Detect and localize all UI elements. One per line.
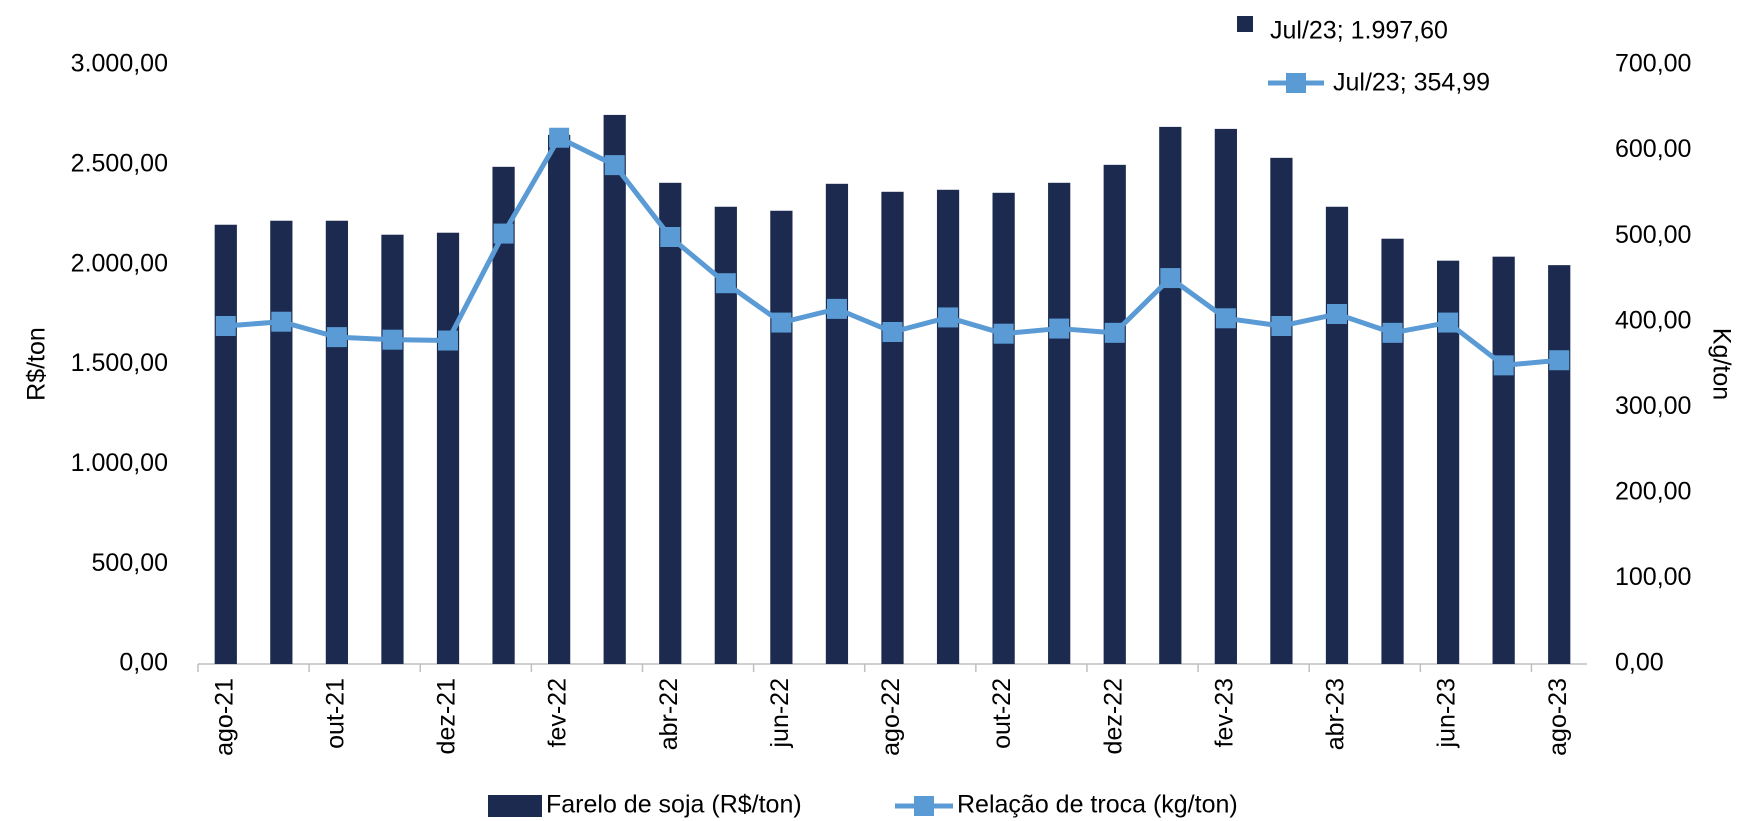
bar [825, 183, 849, 664]
bar [770, 210, 793, 665]
x-tick-label: fev-22 [544, 678, 572, 747]
y-tick-label: 2.000,00 [71, 249, 168, 277]
bar [1103, 164, 1126, 665]
line-marker [1493, 355, 1514, 376]
line-marker [1326, 304, 1347, 325]
line-marker [826, 298, 847, 319]
x-tick-label: ago-23 [1544, 678, 1572, 756]
y2-tick-label: 700,00 [1615, 50, 1691, 78]
x-tick-label: ago-22 [877, 678, 905, 756]
annotation-icon [1286, 73, 1306, 93]
bar [325, 220, 349, 665]
annotation: Jul/23; 354,99 [1333, 69, 1490, 97]
line-marker [715, 273, 736, 294]
line-marker [1104, 322, 1125, 343]
annotation: Jul/23; 1.997,60 [1270, 17, 1448, 45]
line-marker [1438, 312, 1459, 333]
y-tick-label: 3.000,00 [71, 50, 168, 78]
line-marker [771, 312, 792, 333]
line-marker [660, 226, 681, 247]
line-marker [938, 307, 959, 328]
y2-tick-label: 100,00 [1615, 563, 1691, 591]
x-tick-label: jun-23 [1433, 678, 1461, 749]
legend-swatch [914, 796, 934, 816]
x-tick-label: abr-23 [1322, 678, 1350, 750]
bar [1270, 157, 1293, 664]
bar [1214, 128, 1237, 665]
line-marker [1049, 318, 1070, 339]
y-tick-label: 2.500,00 [71, 149, 168, 177]
line-marker [493, 223, 514, 244]
legend-label: Relação de troca (kg/ton) [957, 791, 1238, 819]
legend-swatch [488, 795, 542, 817]
line-marker [271, 311, 292, 332]
x-tick-label: out-21 [322, 678, 350, 749]
x-tick-label: dez-21 [433, 678, 461, 754]
line-marker [1215, 308, 1236, 329]
bar [436, 232, 460, 664]
line-marker [604, 155, 625, 176]
bar [881, 191, 904, 664]
x-tick-label: jun-22 [766, 678, 794, 749]
y2-tick-label: 300,00 [1615, 392, 1691, 420]
bar [992, 192, 1015, 664]
bar [603, 114, 626, 664]
y2-tick-label: 0,00 [1615, 649, 1664, 677]
bar [548, 134, 571, 665]
legend-label: Farelo de soja (R$/ton) [546, 791, 802, 819]
y-axis-title: R$/ton [23, 327, 51, 401]
y-tick-label: 1.500,00 [71, 349, 168, 377]
x-tick-label: ago-21 [210, 678, 238, 756]
y2-tick-label: 500,00 [1615, 221, 1691, 249]
bar [214, 224, 237, 664]
line-marker [1549, 350, 1570, 371]
line-marker [438, 330, 459, 351]
y2-tick-label: 400,00 [1615, 306, 1691, 334]
y-tick-label: 500,00 [92, 549, 168, 577]
annotation-icon [1237, 16, 1253, 32]
bar [492, 166, 515, 664]
line-marker [549, 127, 570, 148]
bar [1436, 260, 1460, 664]
line-marker [326, 327, 347, 348]
y-tick-label: 1.000,00 [71, 449, 168, 477]
bar [381, 234, 404, 664]
bar [1548, 265, 1571, 664]
x-tick-label: out-22 [988, 678, 1016, 749]
bar [1381, 238, 1404, 664]
x-tick-label: dez-22 [1099, 678, 1127, 754]
y-tick-label: 0,00 [119, 649, 168, 677]
bar [1492, 256, 1515, 664]
line-marker [382, 329, 403, 350]
line-marker [215, 315, 236, 336]
y2-axis-title: Kg/ton [1707, 328, 1735, 400]
line-marker [1271, 315, 1292, 336]
bar [270, 220, 293, 665]
bar [714, 206, 737, 664]
x-tick-label: abr-22 [655, 678, 683, 750]
bar [1048, 182, 1071, 664]
line-marker [1160, 268, 1181, 289]
line-marker [1382, 322, 1403, 343]
line-marker [993, 323, 1014, 344]
bar [1159, 126, 1182, 664]
line-marker [882, 321, 903, 342]
bar [1325, 206, 1349, 664]
x-tick-label: fev-23 [1210, 678, 1238, 747]
y2-tick-label: 600,00 [1615, 135, 1691, 163]
bar [659, 182, 682, 664]
bar [936, 189, 960, 664]
y2-tick-label: 200,00 [1615, 477, 1691, 505]
